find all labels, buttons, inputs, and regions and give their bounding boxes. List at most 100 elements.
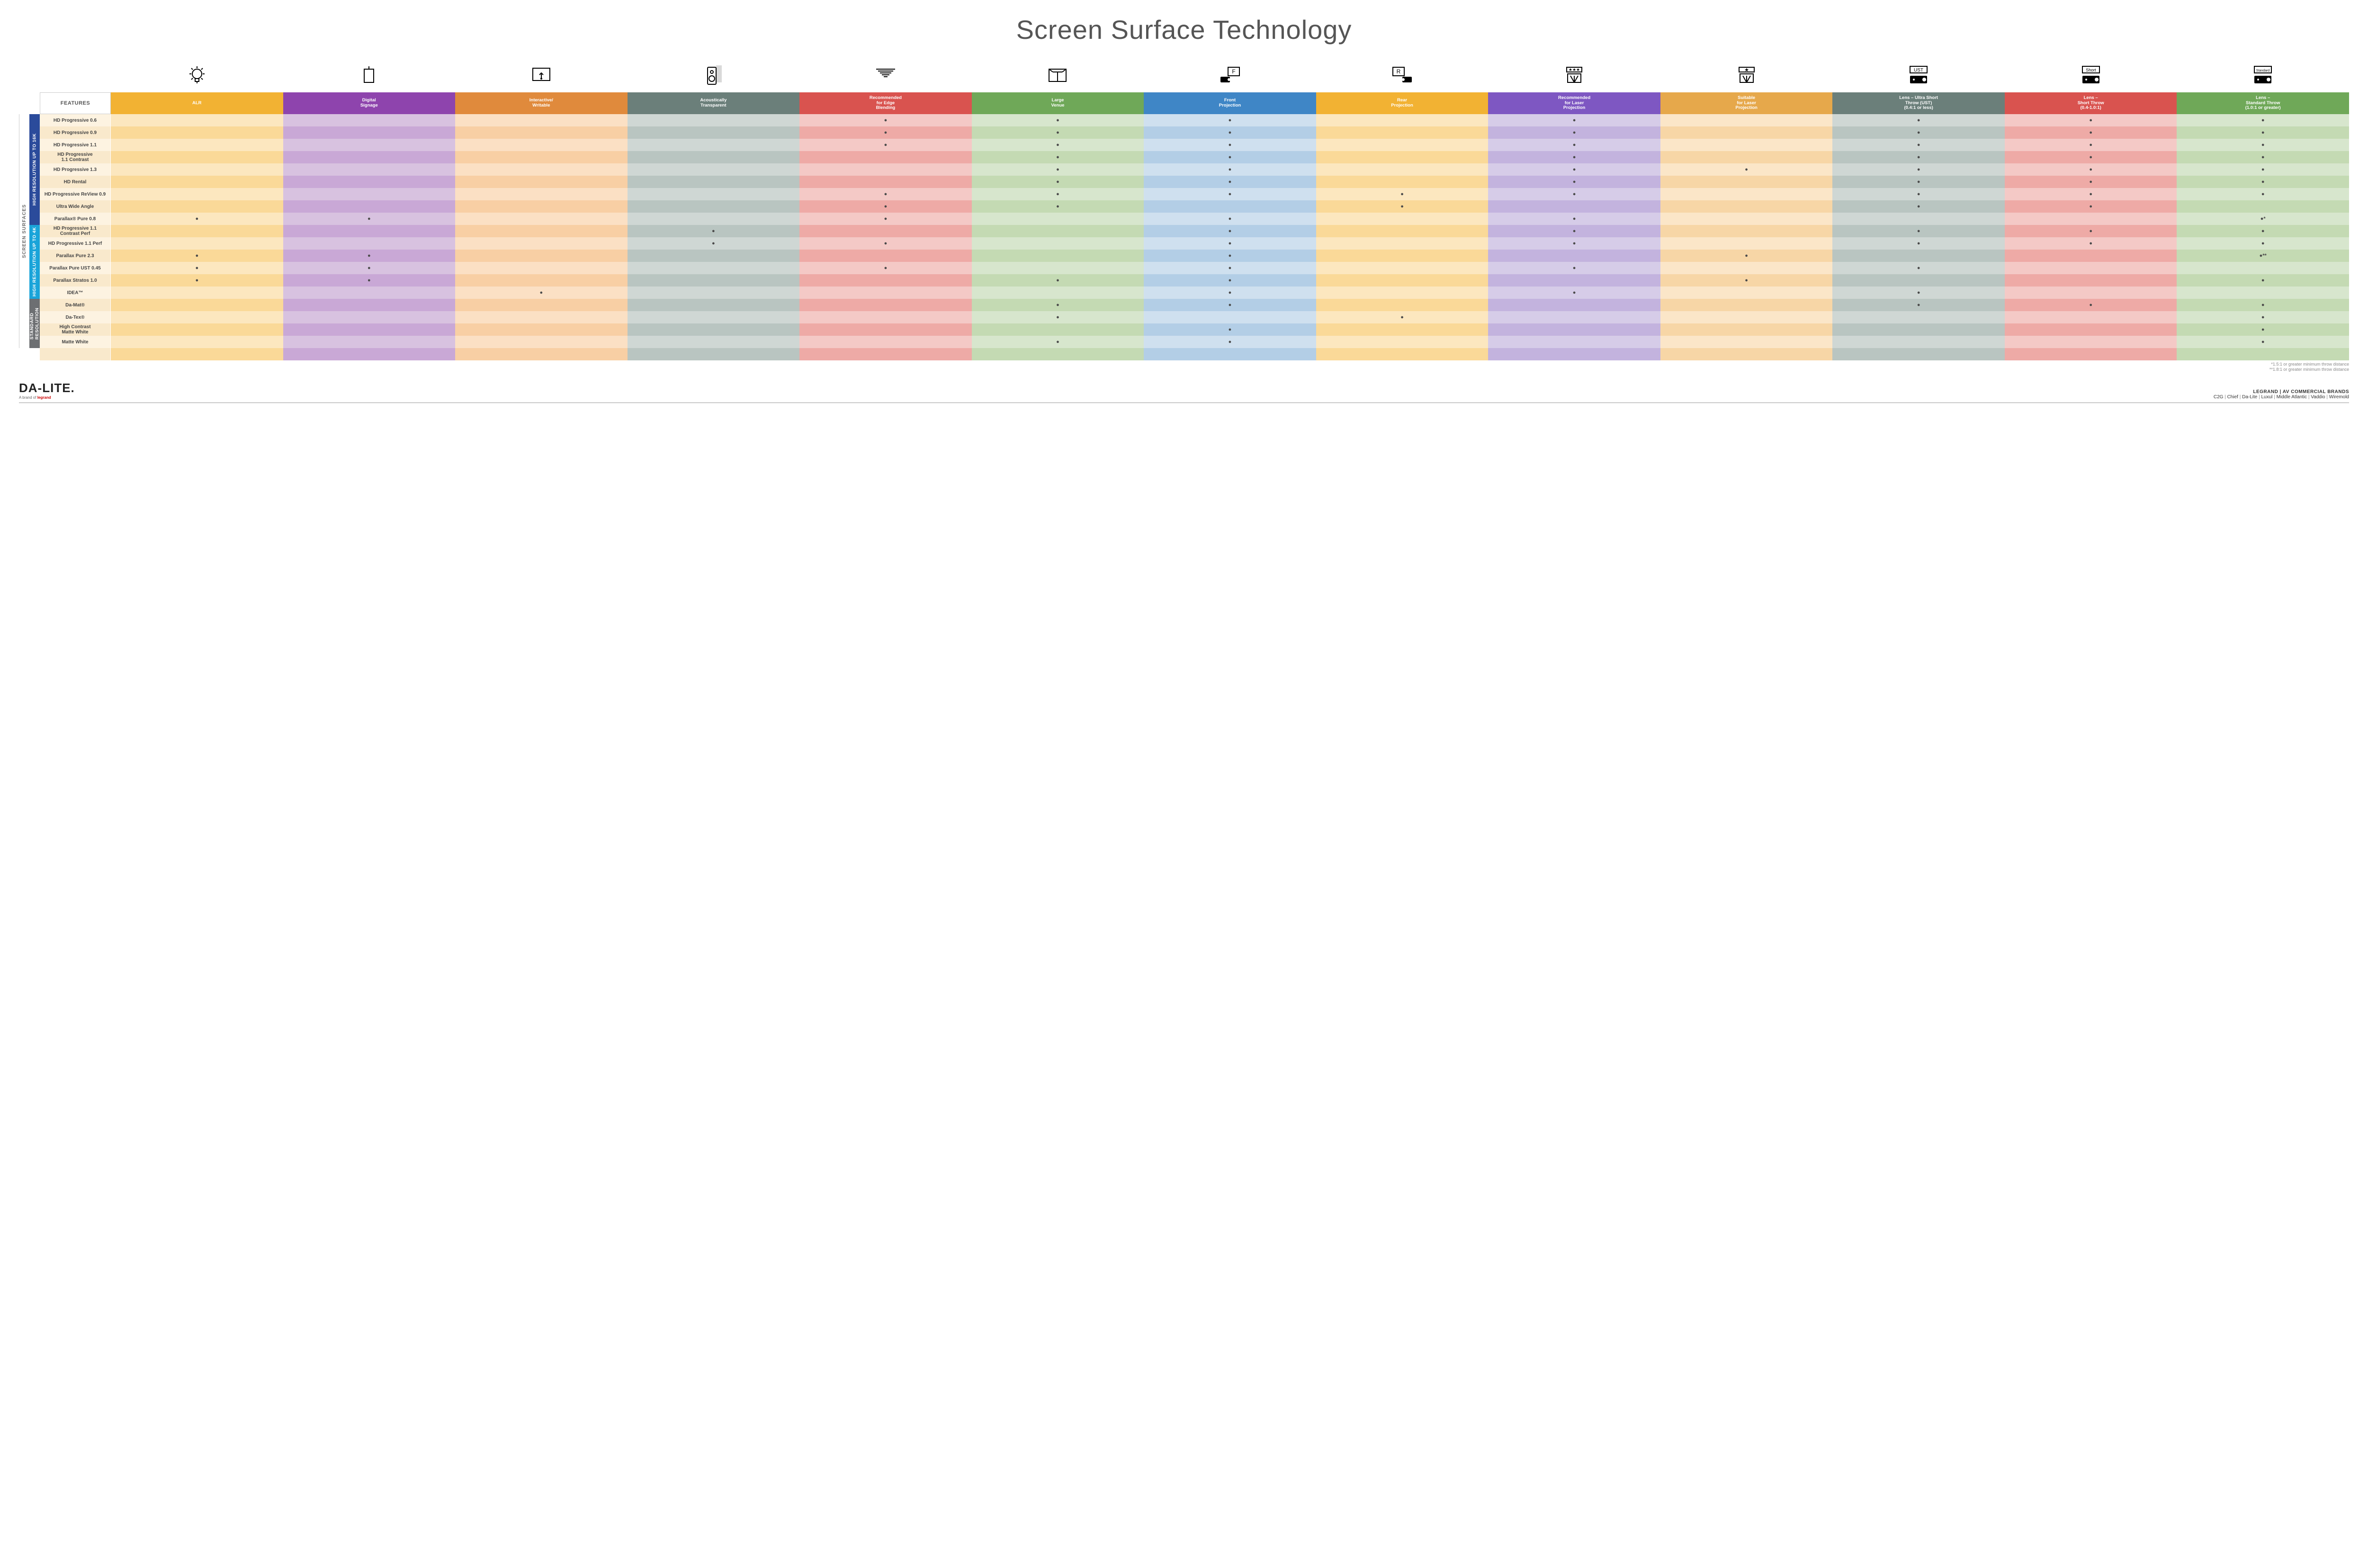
matrix-cell — [283, 176, 456, 188]
matrix-cell — [1316, 299, 1489, 311]
matrix-cell: ● — [1488, 213, 1660, 225]
matrix-cell — [2005, 311, 2177, 323]
matrix-cell: ● — [1832, 262, 2005, 274]
column-header: ALR — [111, 92, 283, 114]
matrix-cell — [972, 262, 1144, 274]
matrix-cell: ● — [2177, 176, 2349, 188]
matrix-cell: ● — [283, 262, 456, 274]
matrix-cell — [455, 139, 628, 151]
matrix-cell: ● — [1488, 126, 1660, 139]
matrix-cell — [283, 114, 456, 126]
matrix-cell — [455, 188, 628, 200]
brand-item: Wiremold — [2325, 394, 2349, 400]
matrix-cell — [799, 311, 972, 323]
matrix-cell: ● — [2177, 237, 2349, 250]
logo-sub-brand: legrand — [37, 395, 51, 400]
matrix-cell — [283, 287, 456, 299]
matrix-cell: ● — [972, 163, 1144, 176]
matrix-cell — [1660, 225, 1833, 237]
row-label: Matte White — [40, 336, 111, 348]
matrix-cell — [1660, 299, 1833, 311]
matrix-cell: ● — [972, 274, 1144, 287]
matrix-cell — [1660, 323, 1833, 336]
logo-block: DA-LITE. A brand of legrand — [19, 381, 75, 400]
matrix-cell — [455, 163, 628, 176]
matrix-cell — [1488, 311, 1660, 323]
matrix-cell: ● — [2177, 139, 2349, 151]
matrix-cell — [1488, 274, 1660, 287]
matrix-cell: ● — [972, 176, 1144, 188]
page-footer: DA-LITE. A brand of legrand LEGRAND | AV… — [19, 381, 2349, 403]
matrix-cell — [1488, 336, 1660, 348]
rear-icon: R — [1316, 59, 1489, 92]
standard-icon: Standard — [2177, 59, 2349, 92]
matrix-cell — [628, 176, 800, 188]
matrix-cell — [111, 163, 283, 176]
matrix-cell-blank — [111, 348, 283, 360]
matrix-cell — [111, 323, 283, 336]
matrix-cell — [628, 200, 800, 213]
matrix-cell: ● — [799, 114, 972, 126]
matrix-cell — [1660, 188, 1833, 200]
row-label: Parallax Pure 2.3 — [40, 250, 111, 262]
brand-item: Luxul — [2257, 394, 2272, 400]
matrix-cell: ● — [2005, 126, 2177, 139]
matrix-cell: ● — [1832, 126, 2005, 139]
matrix-cell-blank — [2177, 348, 2349, 360]
matrix-cell: ● — [1144, 299, 1316, 311]
matrix-cell — [1488, 250, 1660, 262]
row-label: HD Progressive 1.3 — [40, 163, 111, 176]
matrix-cell: ● — [283, 213, 456, 225]
brands-title: LEGRAND | AV COMMERCIAL BRANDS — [2214, 389, 2349, 394]
column-header: Recommended for Edge Blending — [799, 92, 972, 114]
matrix-cell: ● — [2005, 114, 2177, 126]
matrix-cell — [111, 299, 283, 311]
matrix-cell: ● — [2005, 299, 2177, 311]
matrix-cell: ● — [1832, 151, 2005, 163]
matrix-cell: ● — [2005, 163, 2177, 176]
matrix-cell: ● — [111, 250, 283, 262]
matrix-cell — [283, 163, 456, 176]
matrix-cell — [111, 336, 283, 348]
laser-suit-icon: ★ — [1660, 59, 1833, 92]
matrix-cell: ● — [283, 274, 456, 287]
matrix-cell: ● — [1488, 237, 1660, 250]
matrix-cell: ● — [972, 200, 1144, 213]
matrix-cell — [1660, 262, 1833, 274]
row-label: Parallax Pure UST 0.45 — [40, 262, 111, 274]
matrix-cell — [628, 311, 800, 323]
matrix-cell — [628, 213, 800, 225]
matrix-cell: ● — [2005, 151, 2177, 163]
row-label: Ultra Wide Angle — [40, 200, 111, 213]
matrix-cell — [628, 323, 800, 336]
matrix-cell: ● — [628, 225, 800, 237]
matrix-cell: ● — [1660, 250, 1833, 262]
matrix-cell-blank — [1144, 348, 1316, 360]
matrix-cell: ● — [1144, 114, 1316, 126]
matrix-cell — [799, 163, 972, 176]
matrix-cell-blank — [455, 348, 628, 360]
matrix-cell-blank — [1832, 348, 2005, 360]
matrix-cell: ● — [799, 188, 972, 200]
matrix-cell: ● — [111, 274, 283, 287]
matrix-cell: ● — [1660, 274, 1833, 287]
column-header: Suitable for Laser Projection — [1660, 92, 1833, 114]
matrix-cell — [799, 176, 972, 188]
column-header: Acoustically Transparent — [628, 92, 800, 114]
matrix-cell: ● — [1832, 139, 2005, 151]
matrix-cell: ● — [2005, 139, 2177, 151]
matrix-cell: ● — [1832, 287, 2005, 299]
matrix-cell — [455, 200, 628, 213]
matrix-cell: ● — [1144, 163, 1316, 176]
matrix-cell — [799, 225, 972, 237]
matrix-cell — [111, 287, 283, 299]
matrix-cell — [628, 188, 800, 200]
surface-technology-table: FR★★★★USTShortStandardFEATURESALRDigital… — [19, 59, 2349, 372]
matrix-cell — [283, 237, 456, 250]
matrix-cell — [972, 213, 1144, 225]
matrix-cell — [628, 274, 800, 287]
matrix-cell — [1316, 213, 1489, 225]
matrix-cell — [628, 336, 800, 348]
matrix-cell: ● — [2177, 311, 2349, 323]
matrix-cell — [455, 323, 628, 336]
